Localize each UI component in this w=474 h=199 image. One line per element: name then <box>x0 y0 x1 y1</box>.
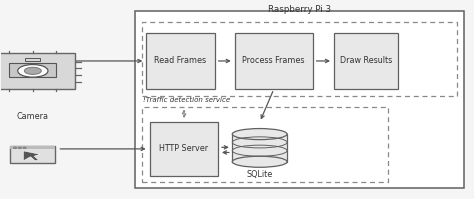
FancyBboxPatch shape <box>25 58 40 61</box>
FancyBboxPatch shape <box>334 33 398 89</box>
FancyBboxPatch shape <box>232 134 287 162</box>
Text: HTTP Server: HTTP Server <box>159 144 209 153</box>
FancyBboxPatch shape <box>235 33 313 89</box>
FancyBboxPatch shape <box>150 122 218 176</box>
FancyBboxPatch shape <box>10 146 55 149</box>
FancyBboxPatch shape <box>10 146 55 163</box>
Circle shape <box>24 67 41 74</box>
Polygon shape <box>23 151 40 161</box>
FancyBboxPatch shape <box>136 11 464 188</box>
Text: Process Frames: Process Frames <box>242 57 305 65</box>
FancyBboxPatch shape <box>0 53 75 89</box>
Circle shape <box>18 64 48 77</box>
Ellipse shape <box>232 156 287 167</box>
Text: Read Frames: Read Frames <box>155 57 207 65</box>
Circle shape <box>14 147 17 148</box>
Text: !Traffic detection service: !Traffic detection service <box>144 97 230 102</box>
Text: SQLite: SQLite <box>246 170 273 179</box>
Text: Raspberry Pi 3: Raspberry Pi 3 <box>268 5 331 14</box>
Text: Draw Results: Draw Results <box>340 57 392 65</box>
Text: Camera: Camera <box>17 112 49 121</box>
FancyBboxPatch shape <box>146 33 215 89</box>
Circle shape <box>23 147 26 148</box>
FancyBboxPatch shape <box>9 63 56 77</box>
Ellipse shape <box>232 129 287 140</box>
Circle shape <box>18 147 21 148</box>
